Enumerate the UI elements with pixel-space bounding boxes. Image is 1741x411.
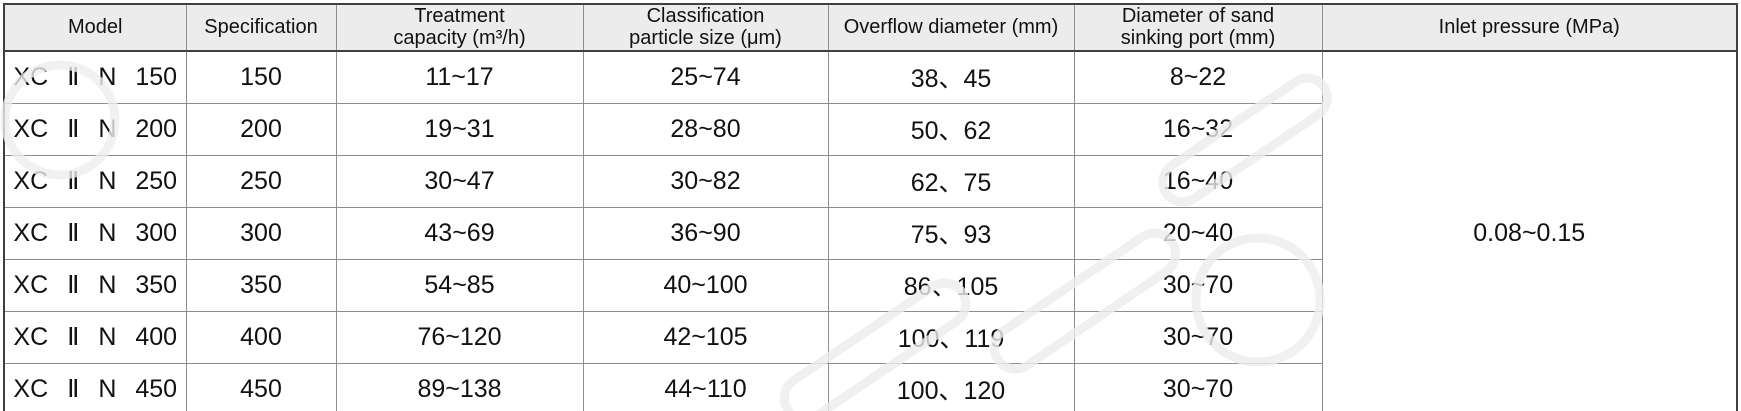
particle-size-cell: 36~90 <box>582 206 829 260</box>
sand-port-diameter-cell: 30~70 <box>1073 362 1323 411</box>
overflow-diameter-cell: 62、75 <box>827 154 1075 208</box>
column-header-particle-size: Classification particle size (μm) <box>582 3 829 52</box>
particle-size-cell: 28~80 <box>582 102 829 156</box>
sand-port-diameter-cell: 16~32 <box>1073 102 1323 156</box>
overflow-diameter-cell: 100、120 <box>827 362 1075 411</box>
overflow-diameter-cell: 100、119 <box>827 310 1075 364</box>
inlet-pressure-merged-cell: 0.08~0.15 <box>1321 50 1738 411</box>
treatment-capacity-cell: 54~85 <box>335 258 584 312</box>
sand-port-diameter-cell: 30~70 <box>1073 310 1323 364</box>
particle-size-cell: 40~100 <box>582 258 829 312</box>
specification-cell: 350 <box>185 258 337 312</box>
specification-cell: 250 <box>185 154 337 208</box>
treatment-capacity-cell: 76~120 <box>335 310 584 364</box>
column-header-treatment-capacity: Treatment capacity (m³/h) <box>335 3 584 52</box>
model-cell: XC Ⅱ N 250 <box>3 154 187 208</box>
treatment-capacity-cell: 11~17 <box>335 50 584 104</box>
treatment-capacity-cell: 89~138 <box>335 362 584 411</box>
model-cell: XC Ⅱ N 450 <box>3 362 187 411</box>
model-cell: XC Ⅱ N 200 <box>3 102 187 156</box>
specification-cell: 400 <box>185 310 337 364</box>
particle-size-cell: 25~74 <box>582 50 829 104</box>
treatment-capacity-cell: 43~69 <box>335 206 584 260</box>
table-body: XC Ⅱ N 150 150 11~17 25~74 38、45 8~22 0.… <box>3 50 1738 411</box>
column-header-sand-port-diameter: Diameter of sand sinking port (mm) <box>1073 3 1323 52</box>
specification-cell: 200 <box>185 102 337 156</box>
hydrocyclone-spec-table: Model Specification Treatment capacity (… <box>3 3 1738 411</box>
treatment-capacity-cell: 19~31 <box>335 102 584 156</box>
specification-cell: 300 <box>185 206 337 260</box>
column-header-inlet-pressure: Inlet pressure (MPa) <box>1321 3 1738 52</box>
column-header-overflow-diameter: Overflow diameter (mm) <box>827 3 1075 52</box>
spec-table-container: Model Specification Treatment capacity (… <box>3 3 1738 411</box>
specification-cell: 150 <box>185 50 337 104</box>
sand-port-diameter-cell: 8~22 <box>1073 50 1323 104</box>
particle-size-cell: 44~110 <box>582 362 829 411</box>
model-cell: XC Ⅱ N 400 <box>3 310 187 364</box>
overflow-diameter-cell: 50、62 <box>827 102 1075 156</box>
column-header-model: Model <box>3 3 187 52</box>
treatment-capacity-cell: 30~47 <box>335 154 584 208</box>
specification-cell: 450 <box>185 362 337 411</box>
column-header-specification: Specification <box>185 3 337 52</box>
model-cell: XC Ⅱ N 350 <box>3 258 187 312</box>
header-row: Model Specification Treatment capacity (… <box>3 3 1738 52</box>
particle-size-cell: 30~82 <box>582 154 829 208</box>
sand-port-diameter-cell: 20~40 <box>1073 206 1323 260</box>
table-header: Model Specification Treatment capacity (… <box>3 3 1738 52</box>
sand-port-diameter-cell: 16~40 <box>1073 154 1323 208</box>
table-row: XC Ⅱ N 150 150 11~17 25~74 38、45 8~22 0.… <box>3 50 1738 411</box>
sand-port-diameter-cell: 30~70 <box>1073 258 1323 312</box>
model-cell: XC Ⅱ N 300 <box>3 206 187 260</box>
model-cell: XC Ⅱ N 150 <box>3 50 187 104</box>
overflow-diameter-cell: 86、105 <box>827 258 1075 312</box>
overflow-diameter-cell: 75、93 <box>827 206 1075 260</box>
particle-size-cell: 42~105 <box>582 310 829 364</box>
overflow-diameter-cell: 38、45 <box>827 50 1075 104</box>
